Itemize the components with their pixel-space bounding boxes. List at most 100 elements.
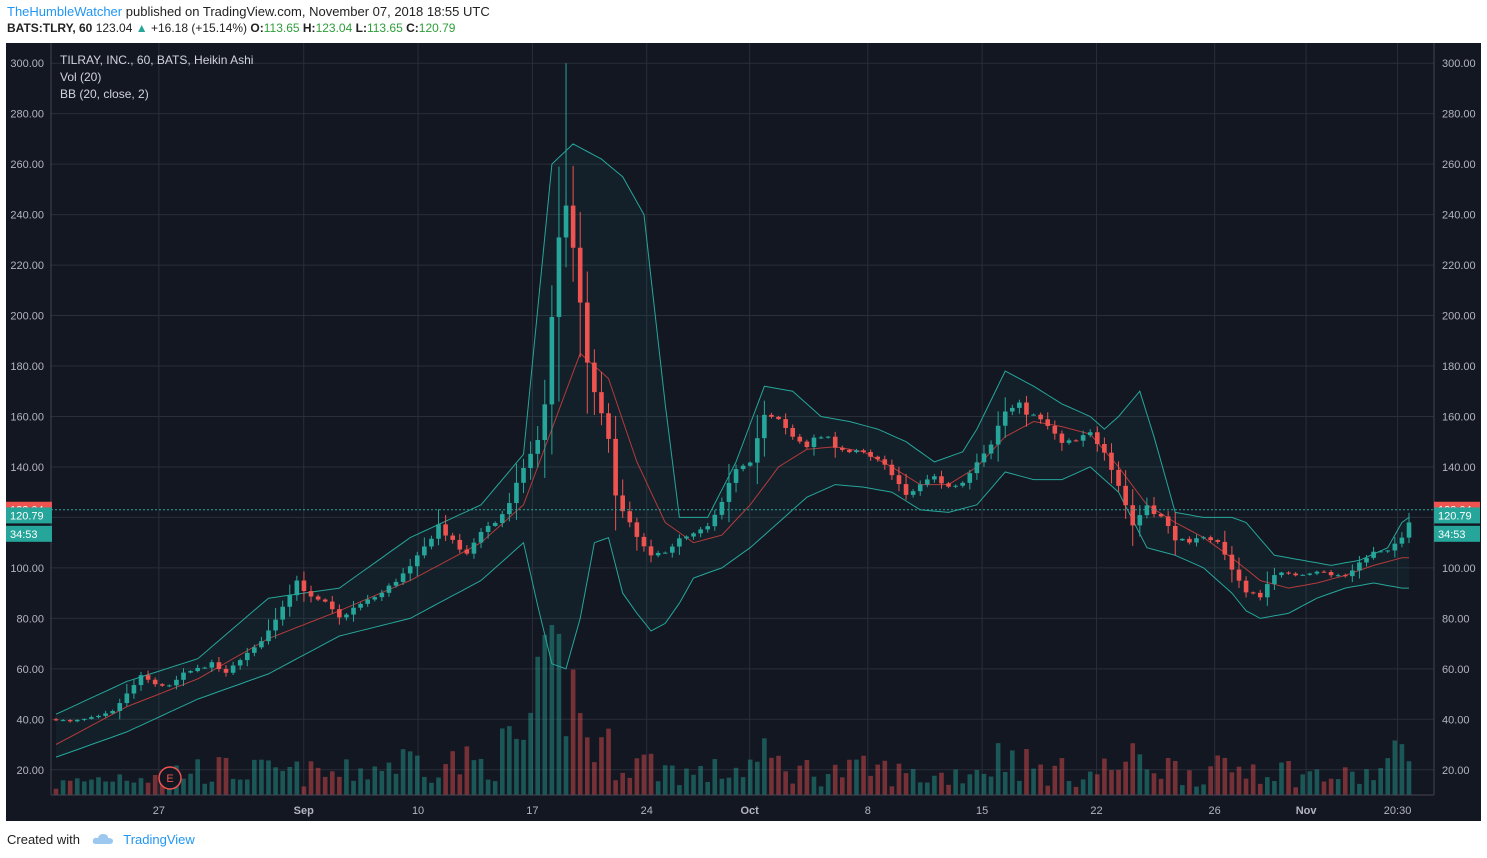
x-tick-label: 8 (865, 805, 871, 817)
chart-panel[interactable]: 300.00 300.00 280.00 280.00 260.00 260.00 240.… (6, 43, 1481, 821)
volume-bar (1073, 786, 1079, 795)
candle-body (1109, 452, 1114, 470)
volume-bar (259, 759, 264, 795)
candle-body (889, 464, 895, 476)
price-chart[interactable]: 300.00 300.00 280.00 280.00 260.00 260.00 240.… (6, 43, 1481, 821)
candle-body (464, 549, 470, 554)
volume-bar (329, 771, 335, 795)
candle-body (641, 536, 647, 547)
volume-bar (1286, 761, 1291, 795)
candle-body (492, 522, 498, 526)
volume-bar (1087, 771, 1093, 795)
created-with-text: Created with (7, 832, 80, 847)
volume-bar (145, 782, 151, 795)
volume-bar (110, 781, 115, 795)
volume-bar (1385, 758, 1391, 795)
candle-body (1250, 592, 1256, 594)
volume-bar (464, 746, 470, 795)
volume-bar (53, 788, 59, 795)
volume-bar (1158, 778, 1164, 795)
candle-body (818, 437, 824, 439)
candle-body (1137, 515, 1143, 526)
candle-body (1208, 537, 1213, 541)
candle-body (1024, 402, 1029, 415)
volume-bar (747, 759, 753, 795)
volume-bar (1243, 778, 1249, 795)
volume-bar (754, 761, 760, 795)
author-link[interactable]: TheHumbleWatcher (7, 4, 123, 19)
volume-bar (117, 774, 123, 795)
earnings-marker[interactable]: E (158, 766, 182, 790)
candle-body (769, 414, 774, 417)
candle-body (159, 684, 165, 686)
volume-bar (939, 772, 944, 795)
volume-bar (910, 769, 916, 795)
y-tick-right: 40.00 (1442, 714, 1470, 726)
volume-bar (1002, 771, 1008, 795)
candle-body (301, 580, 307, 592)
price-tag-left-text: 34:53 (10, 529, 38, 541)
volume-bar (662, 765, 668, 795)
candle-body (457, 539, 463, 550)
volume-bar (634, 758, 640, 795)
candle-body (1158, 514, 1164, 517)
tradingview-link[interactable]: TradingView (123, 832, 195, 847)
volume-bar (974, 769, 980, 795)
volume-bar (889, 786, 895, 795)
y-tick-right: 60.00 (1442, 664, 1470, 676)
candle-body (939, 476, 944, 484)
volume-bar (762, 738, 767, 795)
volume-bar (570, 669, 576, 795)
volume-bar (209, 781, 215, 795)
volume-bar (1137, 754, 1143, 795)
y-tick-right: 280.00 (1442, 109, 1476, 121)
volume-bar (669, 765, 675, 795)
candle-body (825, 436, 831, 438)
y-tick-left: 160.00 (10, 411, 44, 423)
candle-body (981, 453, 987, 463)
candle-body (925, 479, 930, 485)
high-label: H: (302, 21, 316, 35)
volume-bar (818, 786, 824, 795)
y-tick-left: 140.00 (10, 462, 44, 474)
candle-body (1059, 433, 1065, 443)
volume-bar (67, 780, 73, 795)
candle-body (1399, 537, 1405, 544)
volume-bar (1215, 755, 1221, 795)
volume-bar (485, 779, 491, 795)
y-tick-right: 240.00 (1442, 210, 1476, 222)
volume-bar (698, 766, 703, 795)
volume-bar (266, 760, 271, 795)
earnings-marker-circle[interactable] (158, 766, 182, 790)
candle-body (74, 719, 80, 722)
candle-body (188, 671, 193, 673)
x-tick-label: 24 (641, 805, 653, 817)
candle-body (1045, 419, 1051, 426)
candle-body (181, 672, 186, 680)
volume-bar (1293, 787, 1298, 795)
open-value: 113.65 (263, 21, 300, 35)
candle-body (1073, 440, 1079, 442)
volume-bar (1080, 779, 1086, 795)
candle-body (485, 525, 491, 532)
candle-body (712, 514, 718, 527)
volume-bar (1116, 769, 1121, 795)
candle-body (53, 719, 59, 721)
volume-bar (131, 782, 137, 795)
price-tag-right (1434, 525, 1480, 542)
candle-body (1328, 572, 1334, 576)
volume-bar (542, 634, 548, 795)
candle-body (946, 483, 951, 487)
volume-bar (882, 760, 888, 795)
change-value: +16.18 (+15.14%) (150, 21, 248, 35)
close-value: 120.79 (418, 21, 456, 35)
volume-bar (776, 755, 781, 795)
candle-body (103, 713, 108, 716)
volume-bar (1371, 780, 1376, 795)
price-tag-left (6, 525, 52, 542)
candle-body (1286, 572, 1291, 574)
candle-body (974, 462, 980, 474)
volume-bar (237, 779, 243, 795)
candle-body (244, 652, 250, 661)
candle-body (1371, 551, 1376, 558)
